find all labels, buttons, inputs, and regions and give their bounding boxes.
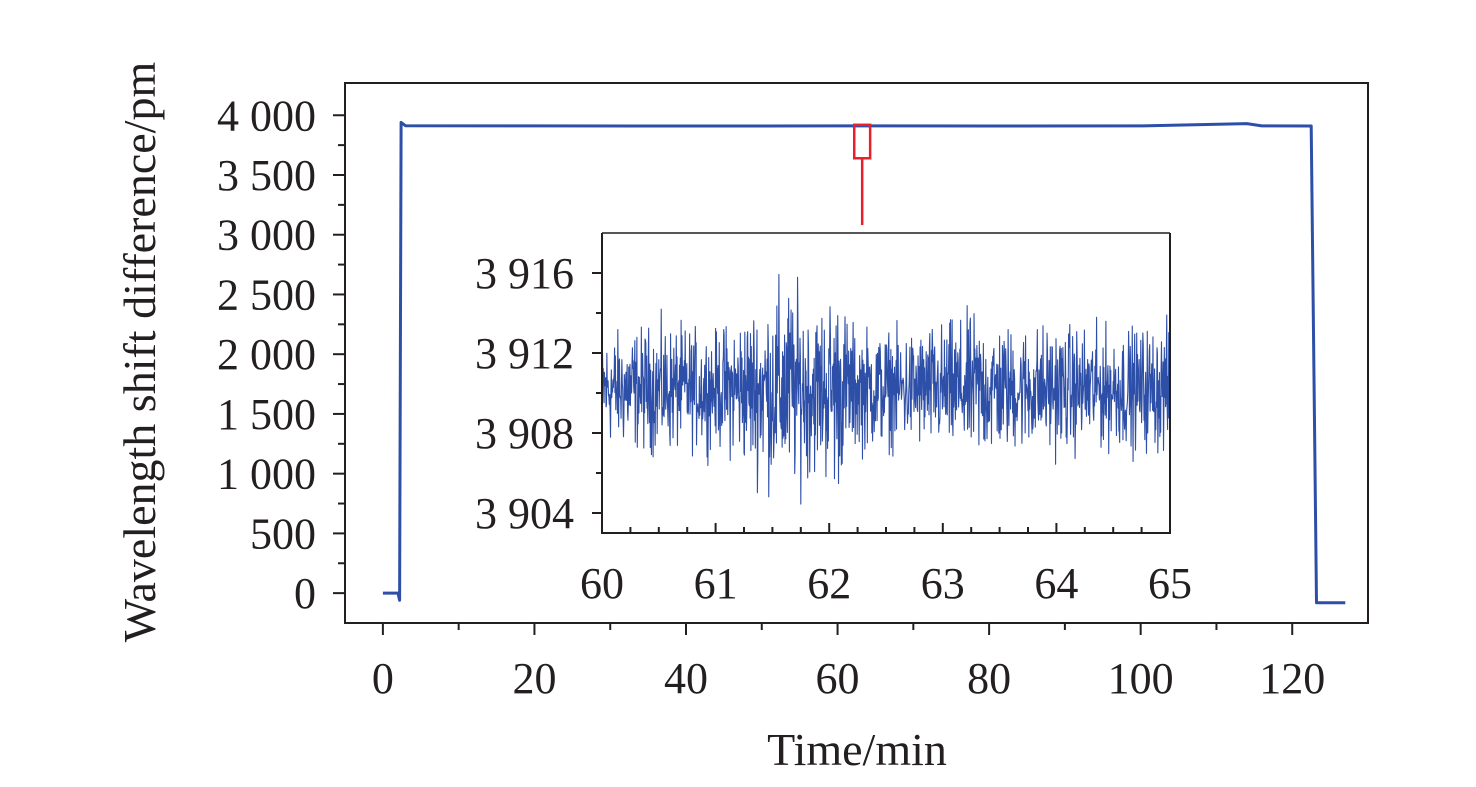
- main-y-tick-label: 2 000: [217, 330, 316, 379]
- inset-x-tick-label: 65: [1148, 559, 1192, 608]
- inset-x-tick-label: 61: [694, 559, 738, 608]
- main-plot-frame: [344, 82, 1369, 624]
- inset-series-line: [602, 273, 1170, 505]
- main-y-tick-label: 500: [250, 509, 316, 558]
- main-x-tick-label: 60: [816, 654, 860, 703]
- inset-y-tick-label: 3 908: [475, 409, 574, 458]
- main-x-tick-label: 20: [512, 654, 556, 703]
- main-x-tick-labels: 0 20 40 60 80 100 120: [372, 654, 1325, 703]
- inset-x-tick-label: 60: [580, 559, 624, 608]
- inset-y-tick-labels: 3 904 3 908 3 912 3 916: [475, 249, 574, 538]
- inset-noise-group: [602, 273, 1170, 505]
- inset-y-tick-label: 3 912: [475, 329, 574, 378]
- main-x-tick-label: 40: [664, 654, 708, 703]
- inset-y-tick-label: 3 916: [475, 249, 574, 298]
- main-y-tick-label: 3 500: [217, 151, 316, 200]
- x-axis-title: Time/min: [767, 724, 947, 775]
- main-x-tick-label: 100: [1108, 654, 1174, 703]
- inset-x-tick-label: 64: [1034, 559, 1078, 608]
- main-y-tick-label: 2 500: [217, 270, 316, 319]
- main-x-tick-label: 0: [372, 654, 394, 703]
- main-x-tick-label: 80: [967, 654, 1011, 703]
- main-y-tick-label: 0: [294, 569, 316, 618]
- inset-x-tick-labels: 60 61 62 63 64 65: [580, 559, 1192, 608]
- main-y-tick-label: 4 000: [217, 91, 316, 140]
- main-series-line: [382, 120, 1346, 605]
- inset-ticks: [592, 272, 1171, 533]
- zoom-region-box: [852, 123, 872, 160]
- inset-x-tick-label: 63: [921, 559, 965, 608]
- main-y-tick-label: 1 000: [217, 450, 316, 499]
- main-y-tick-label: 1 500: [217, 390, 316, 439]
- main-y-tick-label: 3 000: [217, 211, 316, 260]
- main-y-tick-labels: 0 500 1 000 1 500 2 000 2 500 3 000 3 50…: [217, 91, 316, 618]
- main-x-tick-label: 120: [1259, 654, 1325, 703]
- y-axis-title: Wavelength shift difference/pm: [114, 62, 165, 643]
- main-ticks: [333, 114, 1294, 635]
- inset-y-tick-label: 3 904: [475, 489, 574, 538]
- inset-x-tick-label: 62: [807, 559, 851, 608]
